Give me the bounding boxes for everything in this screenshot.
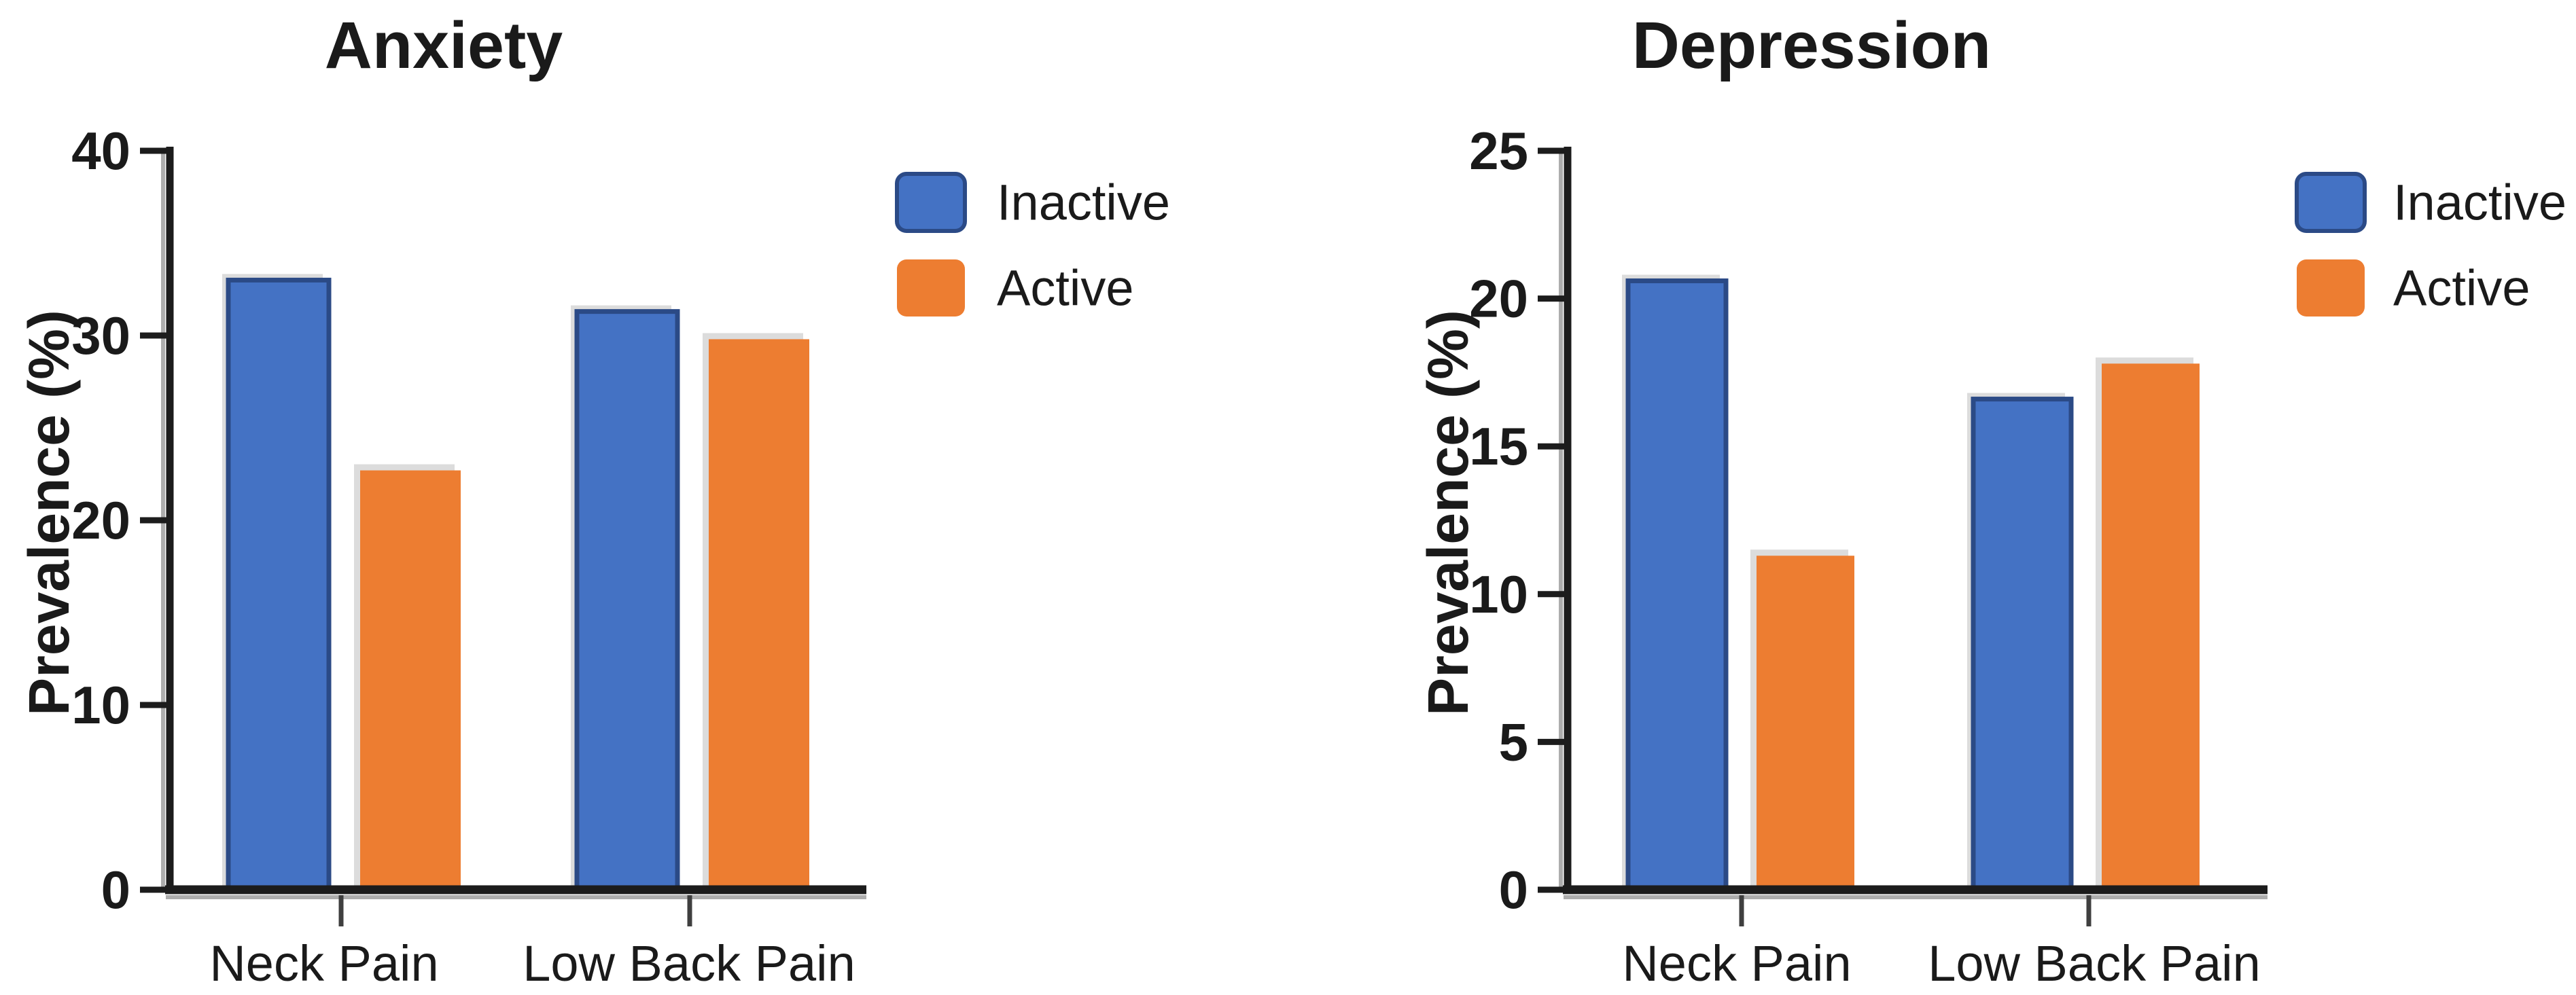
- bar-anxiety-low-back-pain-inactive: [574, 309, 680, 892]
- y-tick-label: 5: [1499, 712, 1528, 772]
- legend-label: Active: [997, 260, 1134, 316]
- y-tick-label: 10: [1469, 564, 1528, 624]
- legend-swatch-inactive: [2295, 172, 2367, 233]
- bar-anxiety-neck-pain-active: [360, 470, 461, 890]
- y-tick-label: 20: [71, 490, 130, 550]
- x-category-label: Low Back Pain: [523, 935, 855, 992]
- y-tick-label: 25: [1469, 121, 1528, 181]
- bar-anxiety-neck-pain-inactive: [226, 277, 332, 892]
- y-axis-label: Prevalence (%): [1416, 310, 1480, 716]
- chart-depression: 0 5 10 15 20 25 Neck Pain Low Back Pain Depressi…: [1416, 8, 2566, 992]
- y-tick-label: 0: [1499, 860, 1528, 920]
- legend-label: Active: [2393, 260, 2530, 316]
- y-tick-label: 0: [101, 860, 130, 920]
- legend-swatch-inactive: [895, 172, 967, 233]
- x-category-label: Neck Pain: [209, 935, 438, 992]
- bar-depression-low-back-pain-inactive: [1971, 397, 2074, 892]
- chart-anxiety: 0 10 20 30 40 Neck Pain Low Back Pain Anxiety Pr…: [17, 8, 1170, 992]
- bar-anxiety-low-back-pain-active: [709, 339, 809, 890]
- x-category-label: Neck Pain: [1622, 935, 1851, 992]
- y-tick-label: 20: [1469, 269, 1528, 329]
- legend-swatch-active: [2297, 259, 2365, 316]
- chart-title: Depression: [1632, 8, 1991, 82]
- y-tick-label: 30: [71, 306, 130, 365]
- bar-depression-low-back-pain-active: [2102, 363, 2200, 890]
- bar-depression-neck-pain-inactive: [1625, 278, 1729, 892]
- y-axis-label: Prevalence (%): [17, 310, 81, 716]
- bar-depression-neck-pain-active: [1757, 556, 1854, 890]
- chart-title: Anxiety: [325, 8, 563, 82]
- y-tick-label: 15: [1469, 416, 1528, 476]
- x-category-label: Low Back Pain: [1928, 935, 2261, 992]
- y-tick-label: 10: [71, 675, 130, 735]
- y-tick-label: 40: [71, 121, 130, 181]
- legend-swatch-active: [897, 259, 965, 316]
- legend-label: Inactive: [997, 175, 1170, 231]
- legend-label: Inactive: [2393, 175, 2566, 231]
